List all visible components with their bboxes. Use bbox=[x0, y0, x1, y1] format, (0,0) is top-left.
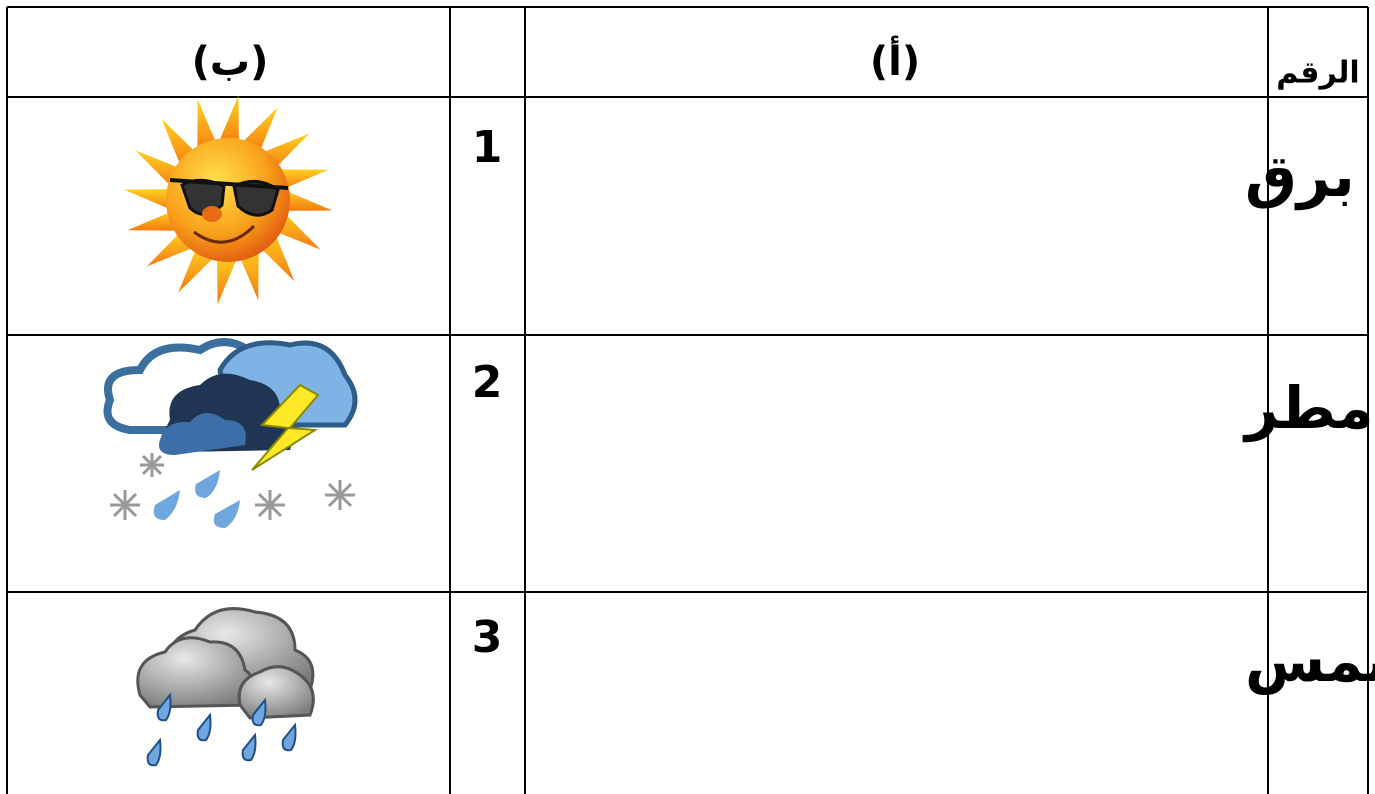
table-grid bbox=[6, 6, 1369, 794]
header-number: الرقم bbox=[1276, 56, 1359, 91]
sun-ray bbox=[281, 189, 333, 211]
sun-face bbox=[166, 138, 290, 262]
storm-icon bbox=[103, 338, 358, 528]
row-number: 2 bbox=[472, 357, 503, 408]
row-number: 1 bbox=[472, 122, 503, 173]
row-number: 3 bbox=[472, 612, 503, 663]
word: مطر bbox=[1242, 374, 1374, 443]
header-a: (أ) bbox=[870, 35, 920, 85]
header-b: (ب) bbox=[192, 39, 269, 85]
sun-ray bbox=[217, 253, 239, 305]
rain-icon bbox=[136, 607, 315, 767]
sun-ray bbox=[123, 189, 175, 211]
word: برق bbox=[1245, 142, 1355, 211]
word: مشمس bbox=[1245, 627, 1375, 695]
sun-ray bbox=[217, 95, 239, 147]
